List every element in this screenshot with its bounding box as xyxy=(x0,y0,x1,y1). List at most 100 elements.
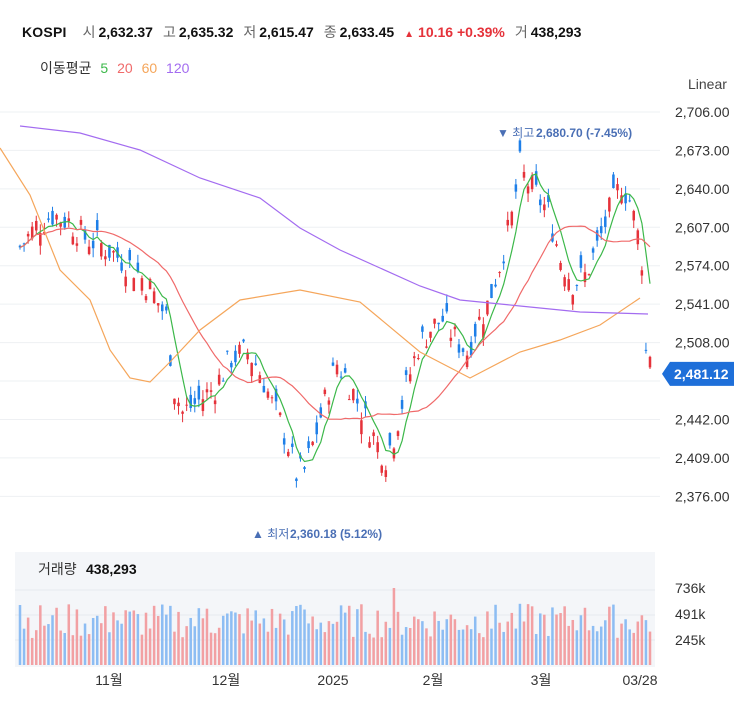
volume-bar xyxy=(311,616,314,665)
volume-bar xyxy=(242,633,245,665)
candle-body xyxy=(343,368,347,373)
volume-bar xyxy=(132,610,136,665)
volume-bar xyxy=(209,632,213,665)
volume-bar xyxy=(571,619,575,665)
candle-body xyxy=(404,370,408,376)
candle-body xyxy=(461,348,465,352)
volume-bar xyxy=(494,604,497,665)
volume-bar xyxy=(486,611,489,665)
volume-bar xyxy=(177,611,180,665)
candle-body xyxy=(226,350,229,352)
volume-bar xyxy=(425,628,428,665)
volume-bar xyxy=(400,634,404,665)
candle-body xyxy=(104,256,107,260)
candle-body xyxy=(254,363,258,365)
candle-body xyxy=(441,315,444,322)
candle-body xyxy=(100,243,103,257)
candle-body xyxy=(262,385,266,393)
volume-bar xyxy=(59,630,62,665)
candle-body xyxy=(278,412,282,416)
volume-bar xyxy=(587,630,591,665)
candle-body xyxy=(282,438,286,445)
volume-bar xyxy=(648,631,652,665)
candle-body xyxy=(392,448,396,459)
low-label: 저 xyxy=(243,24,257,40)
volume-bar xyxy=(144,612,148,665)
ma-20[interactable]: 20 xyxy=(117,60,133,76)
candle-body xyxy=(628,200,631,202)
candle-body xyxy=(640,270,644,276)
price-tick-label: 2,376.00 xyxy=(675,488,730,504)
volume-tick-label: 736k xyxy=(675,580,706,596)
volume-bar xyxy=(108,632,111,665)
volume-bar xyxy=(83,623,87,665)
up-triangle-icon: ▲ xyxy=(404,29,415,40)
candle-body xyxy=(95,220,99,231)
candle-body xyxy=(165,306,168,311)
volume-bar xyxy=(360,604,363,665)
candle-body xyxy=(335,364,339,375)
candle-body xyxy=(360,420,363,435)
volume-bar xyxy=(295,606,298,665)
candle-body xyxy=(319,407,323,418)
price-tick-label: 2,640.00 xyxy=(675,181,730,197)
candle-body xyxy=(87,246,91,255)
volume-bar xyxy=(612,604,615,665)
candle-body xyxy=(197,385,201,400)
volume-bar xyxy=(282,619,286,665)
candle-body xyxy=(140,278,144,291)
ma-120[interactable]: 120 xyxy=(166,60,190,76)
last-price-value: 2,481.12 xyxy=(674,366,729,382)
volume-bar xyxy=(461,629,465,665)
volume-bar xyxy=(165,614,168,665)
volume-bar xyxy=(616,637,619,665)
candle-body xyxy=(473,323,477,337)
candle-body xyxy=(108,244,111,258)
ma-5[interactable]: 5 xyxy=(100,60,109,76)
scale-mode-toggle[interactable]: Linear xyxy=(688,76,727,92)
volume-bar xyxy=(421,621,424,665)
symbol-name: KOSPI xyxy=(22,24,67,40)
volume-bar xyxy=(551,607,554,665)
candle-body xyxy=(55,214,58,220)
moving-average-legend[interactable]: 이동평균 5 20 60 120 xyxy=(40,58,194,78)
volume-bar xyxy=(63,633,66,665)
volume-bar xyxy=(217,627,221,665)
candle-body xyxy=(124,276,127,287)
x-axis-label: 11월 xyxy=(95,672,122,688)
candle-body xyxy=(482,324,485,338)
candle-body xyxy=(177,402,180,407)
volume-bar xyxy=(473,616,477,665)
candle-body xyxy=(209,390,213,392)
x-axis-label: 12월 xyxy=(212,672,240,688)
price-tick-label: 2,673.00 xyxy=(675,142,730,158)
candle-body xyxy=(230,362,233,368)
candle-body xyxy=(189,394,192,408)
candle-body xyxy=(538,199,542,206)
volume-bar xyxy=(506,621,510,665)
volume-bar xyxy=(624,619,627,665)
volume-bar xyxy=(181,637,184,665)
volume-bar xyxy=(51,615,54,665)
candle-body xyxy=(71,236,75,245)
volume-bar xyxy=(465,625,469,665)
candle-body xyxy=(612,174,615,189)
quote-header: KOSPI 시 2,632.37 고 2,635.32 저 2,615.47 종 2,6… xyxy=(22,22,591,42)
candle-body xyxy=(205,389,209,393)
candle-body xyxy=(83,230,87,240)
candle-body xyxy=(453,326,457,330)
x-axis-label: 2월 xyxy=(423,672,444,688)
candle-body xyxy=(599,226,603,234)
change-pct: +0.39% xyxy=(456,24,505,40)
volume-panel-value: 438,293 xyxy=(86,561,137,577)
candle-body xyxy=(595,230,599,241)
volume-bar xyxy=(543,614,546,665)
volume-bar xyxy=(185,626,188,665)
volume-bar xyxy=(286,634,290,665)
ma-60[interactable]: 60 xyxy=(141,60,158,76)
volume-bar xyxy=(250,620,253,665)
candle-body xyxy=(34,220,38,231)
volume-bar xyxy=(352,636,355,665)
volume-bar xyxy=(55,607,58,665)
